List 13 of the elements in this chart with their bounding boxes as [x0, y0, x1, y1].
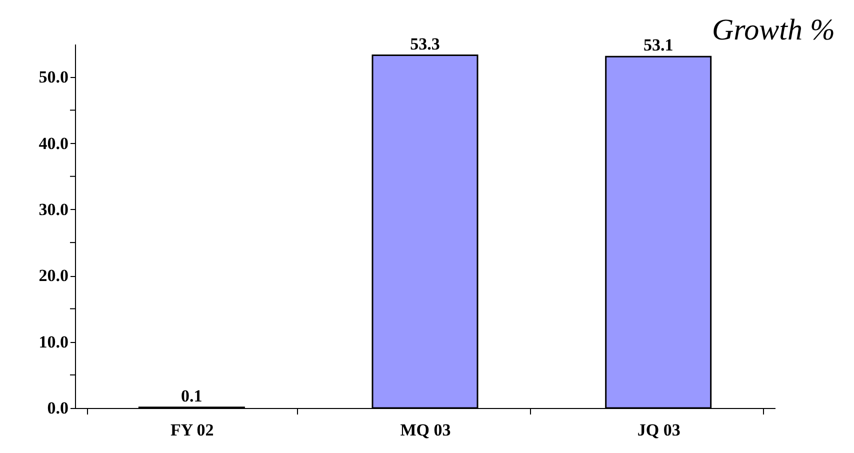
data-label: 0.1 [181, 386, 202, 406]
x-tick-label: FY 02 [170, 420, 214, 440]
y-tick-label: 40.0 [38, 134, 68, 153]
y-tick-label: 20.0 [38, 266, 68, 286]
x-tick-label: JQ 03 [637, 420, 680, 440]
y-tick-label: 50.0 [38, 68, 68, 87]
x-tick-label: MQ 03 [400, 420, 451, 440]
chart-title: Growth % [712, 13, 835, 46]
y-tick-label: 30.0 [38, 200, 68, 219]
y-tick-label: 0.0 [47, 398, 68, 418]
data-label: 53.1 [643, 36, 674, 55]
data-label: 53.3 [410, 34, 440, 54]
y-tick-label: 10.0 [38, 332, 68, 352]
